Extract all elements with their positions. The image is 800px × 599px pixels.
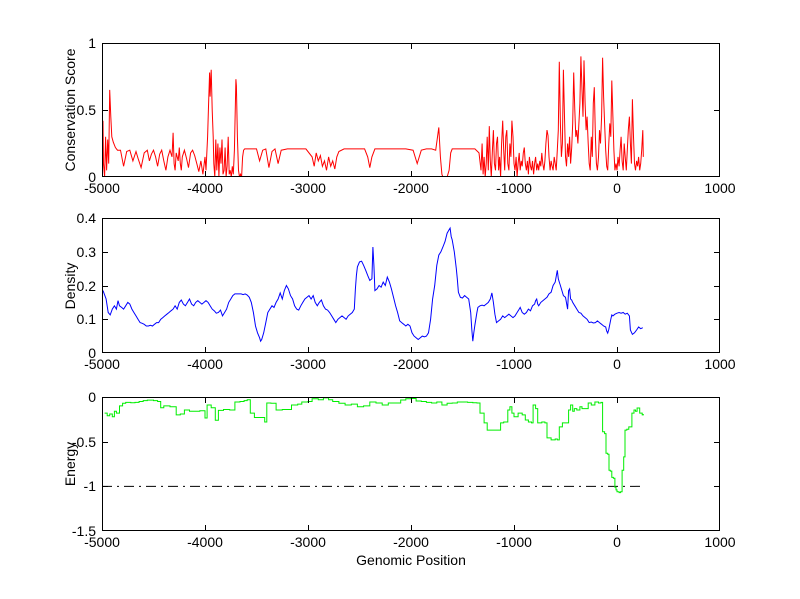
x-tick-label: -3000	[290, 356, 326, 372]
y-tick-label: -1	[83, 478, 96, 495]
x-tick-label: -3000	[290, 180, 326, 196]
conservation-score-series-line	[102, 56, 644, 177]
x-tick-label: -4000	[187, 356, 223, 372]
y-tick-label: -0.5	[71, 433, 96, 450]
axes-box	[102, 218, 720, 353]
x-tick-label: -5000	[84, 534, 120, 550]
energy-series-line	[104, 397, 644, 494]
x-tick-label: 1000	[704, 356, 736, 372]
y-tick-label: 0.1	[76, 311, 96, 328]
y-tick-label: -1.5	[71, 523, 96, 539]
x-tick-label: -5000	[84, 180, 120, 196]
energy-plot-area	[102, 397, 720, 531]
x-axis-title: Genomic Position	[356, 552, 466, 568]
y-tick-label: 0.3	[76, 243, 96, 260]
x-tick-label: 1000	[704, 180, 736, 196]
y-tick-label: 0	[88, 169, 96, 185]
conservation-plot-area	[102, 43, 720, 177]
x-tick-label: -1000	[496, 534, 532, 550]
x-tick-label: -2000	[393, 356, 429, 372]
axes-box	[102, 397, 720, 531]
x-tick-label: -3000	[290, 534, 326, 550]
x-tick-label: 1000	[704, 534, 736, 550]
x-tick-label: 0	[613, 534, 621, 550]
y-tick-label: 0	[88, 389, 96, 405]
axes-box	[102, 43, 720, 177]
y-tick-label: 0.5	[76, 102, 96, 118]
x-tick-label: 0	[613, 180, 621, 196]
y-tick-label: 0	[88, 345, 96, 361]
x-tick-label: 0	[613, 356, 621, 372]
x-tick-label: -2000	[393, 534, 429, 550]
y-tick-label: 0.2	[76, 277, 96, 294]
x-tick-label: -4000	[187, 180, 223, 196]
y-tick-label: 0.4	[76, 210, 96, 226]
density-series-line	[102, 226, 644, 343]
x-tick-label: -4000	[187, 534, 223, 550]
x-tick-label: -5000	[84, 356, 120, 372]
x-tick-label: -1000	[496, 356, 532, 372]
x-tick-label: -1000	[496, 180, 532, 196]
x-tick-label: -2000	[393, 180, 429, 196]
density-plot-area	[102, 218, 720, 353]
y-tick-label: 1	[88, 35, 96, 51]
